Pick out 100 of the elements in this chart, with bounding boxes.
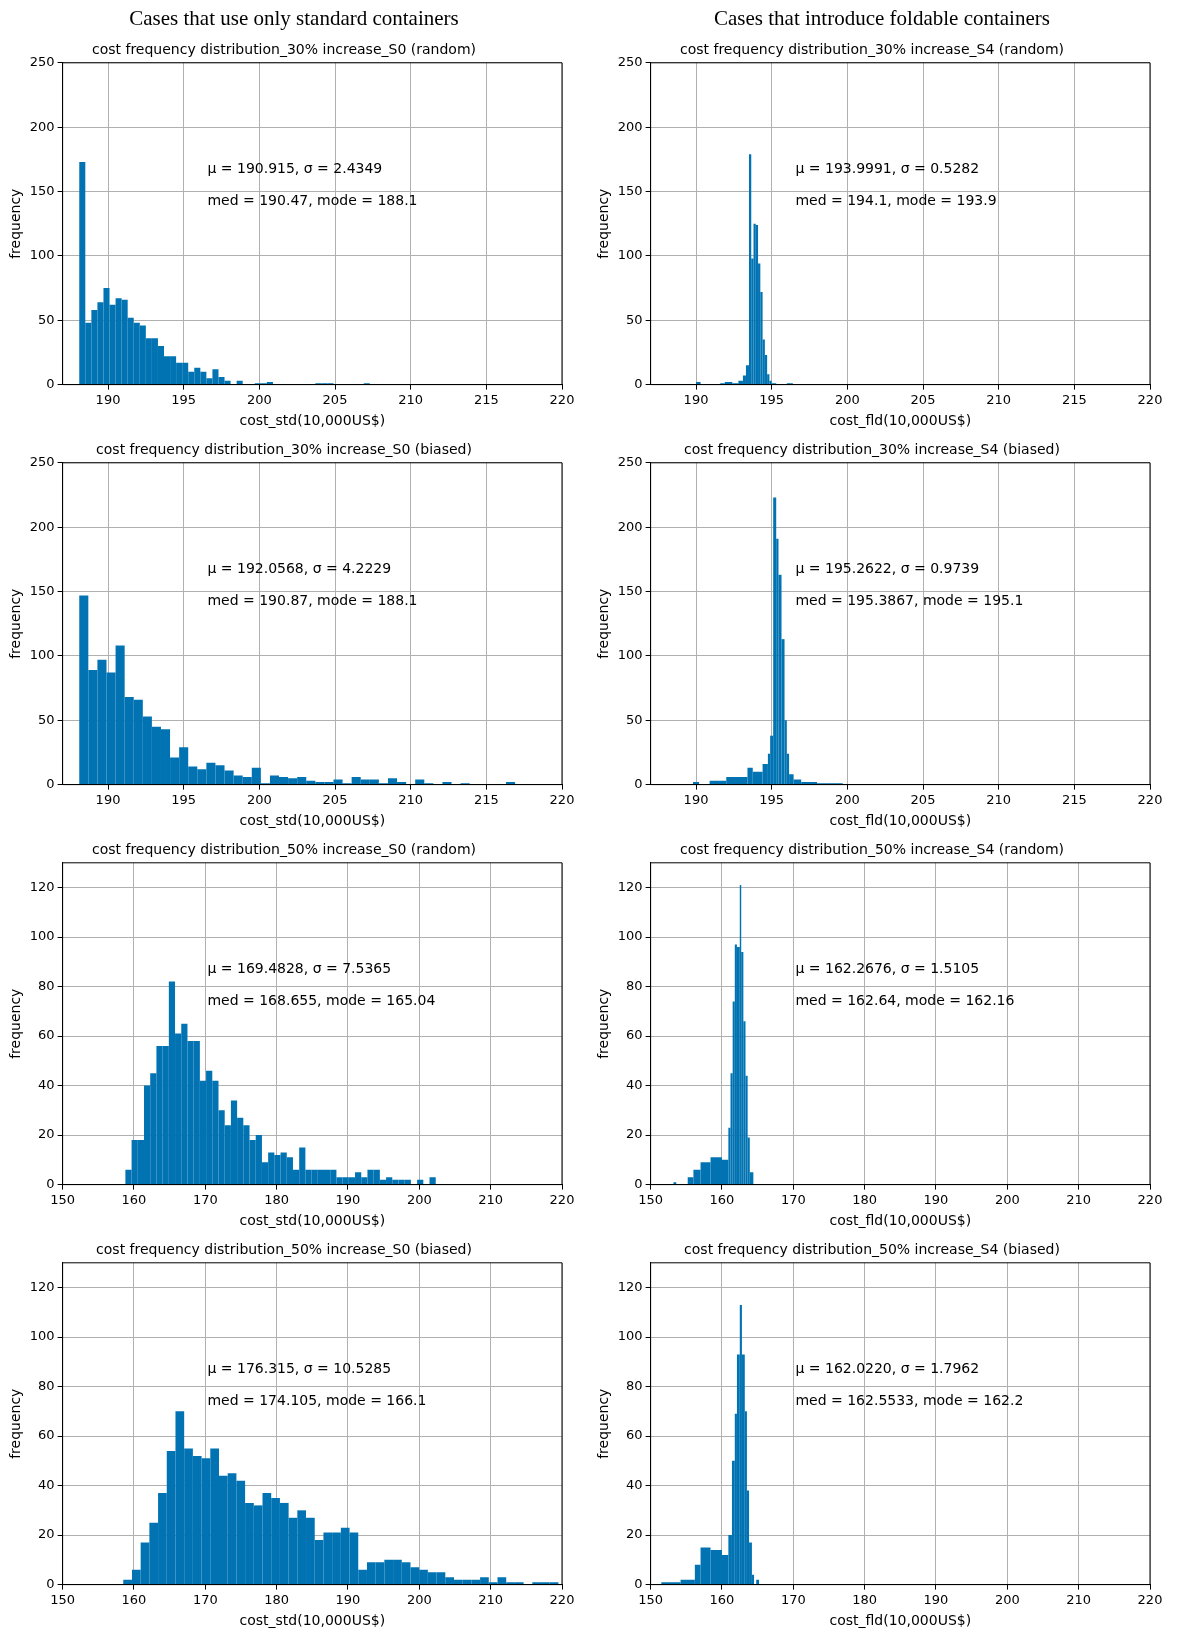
x-axis-title: cost_std(10,000US$): [239, 1212, 386, 1229]
y-axis-title: frequency: [595, 1388, 612, 1459]
y-axis-title: frequency: [595, 988, 612, 1059]
x-tick-label: 210: [986, 791, 1012, 807]
y-axis-title: frequency: [7, 588, 24, 659]
y-tick-label: 250: [29, 54, 55, 70]
y-tick-label: 0: [46, 375, 55, 391]
x-tick-label: 205: [910, 391, 936, 407]
chart-title: cost frequency distribution_30% increase_S4 (random): [680, 41, 1064, 58]
x-tick-label: 205: [322, 791, 348, 807]
x-axis-title: cost_fld(10,000US$): [829, 412, 972, 429]
y-tick-label: 200: [29, 518, 55, 534]
y-tick-label: 60: [626, 1427, 643, 1443]
annotation: med = 168.655, mode = 165.04: [207, 991, 436, 1008]
y-tick-label: 0: [46, 1575, 55, 1591]
y-tick-label: 150: [617, 582, 643, 598]
x-tick-label: 210: [1066, 1591, 1092, 1607]
x-tick-label: 220: [549, 391, 575, 407]
x-tick-label: 220: [549, 1591, 575, 1607]
x-tick-label: 180: [264, 1591, 290, 1607]
x-tick-label: 215: [1061, 391, 1087, 407]
x-tick-label: 210: [986, 391, 1012, 407]
x-axis-title: cost_std(10,000US$): [239, 412, 386, 429]
y-tick-label: 150: [29, 182, 55, 198]
x-tick-label: 210: [478, 1191, 504, 1207]
annotation: med = 162.5533, mode = 162.2: [795, 1391, 1024, 1408]
x-tick-label: 220: [549, 1191, 575, 1207]
x-tick-label: 200: [406, 1191, 432, 1207]
x-tick-label: 190: [335, 1591, 361, 1607]
y-tick-label: 150: [617, 182, 643, 198]
x-tick-label: 220: [1137, 791, 1163, 807]
x-tick-label: 195: [171, 391, 197, 407]
x-tick-label: 215: [473, 791, 499, 807]
annotation: μ = 193.9991, σ = 0.5282: [795, 159, 980, 176]
x-tick-label: 200: [994, 1591, 1020, 1607]
x-tick-label: 200: [834, 791, 860, 807]
x-tick-label: 220: [549, 791, 575, 807]
y-tick-label: 50: [38, 711, 55, 727]
x-tick-label: 200: [246, 791, 272, 807]
x-tick-label: 160: [709, 1591, 735, 1607]
x-tick-label: 220: [1137, 1591, 1163, 1607]
chart-title: cost frequency distribution_30% increase_S4 (biased): [684, 441, 1060, 458]
y-tick-label: 60: [626, 1027, 643, 1043]
y-tick-label: 100: [29, 1328, 55, 1344]
x-tick-label: 195: [759, 391, 785, 407]
y-axis-title: frequency: [7, 988, 24, 1059]
y-tick-label: 120: [617, 878, 643, 894]
y-tick-label: 60: [38, 1427, 55, 1443]
x-tick-label: 220: [1137, 391, 1163, 407]
y-tick-label: 100: [29, 247, 55, 263]
y-tick-label: 250: [29, 454, 55, 470]
x-tick-label: 190: [683, 791, 709, 807]
chart-title: cost frequency distribution_50% increase_S4 (biased): [684, 1241, 1060, 1258]
annotation: μ = 190.915, σ = 2.4349: [207, 159, 383, 176]
x-tick-label: 190: [923, 1591, 949, 1607]
x-tick-label: 170: [192, 1191, 218, 1207]
y-axis-title: frequency: [595, 188, 612, 259]
annotation: med = 174.105, mode = 166.1: [207, 1391, 427, 1408]
chart-title: cost frequency distribution_50% increase_S0 (random): [92, 841, 476, 858]
y-tick-label: 20: [626, 1526, 643, 1542]
x-tick-label: 160: [121, 1191, 147, 1207]
x-tick-label: 190: [335, 1191, 361, 1207]
chart-title: cost frequency distribution_50% increase_S4 (random): [680, 841, 1064, 858]
y-tick-label: 0: [46, 1175, 55, 1191]
x-tick-label: 195: [759, 791, 785, 807]
x-axis-title: cost_fld(10,000US$): [829, 812, 972, 829]
x-tick-label: 170: [780, 1591, 806, 1607]
x-tick-label: 190: [95, 791, 121, 807]
y-tick-label: 100: [29, 647, 55, 663]
y-tick-label: 0: [634, 1575, 643, 1591]
y-tick-label: 50: [38, 311, 55, 327]
y-tick-label: 250: [617, 454, 643, 470]
annotation: μ = 195.2622, σ = 0.9739: [795, 559, 980, 576]
y-tick-label: 40: [38, 1476, 55, 1492]
y-tick-label: 50: [626, 311, 643, 327]
y-tick-label: 150: [29, 582, 55, 598]
chart-title: cost frequency distribution_30% increase_S0 (biased): [96, 441, 472, 458]
y-tick-label: 50: [626, 711, 643, 727]
annotation: μ = 169.4828, σ = 7.5365: [207, 959, 392, 976]
y-tick-label: 80: [38, 1377, 55, 1393]
chart-title: cost frequency distribution_30% increase_S0 (random): [92, 41, 476, 58]
x-axis-title: cost_fld(10,000US$): [829, 1212, 972, 1229]
x-tick-label: 215: [1061, 791, 1087, 807]
x-tick-label: 190: [95, 391, 121, 407]
x-tick-label: 200: [406, 1591, 432, 1607]
x-tick-label: 180: [264, 1191, 290, 1207]
x-tick-label: 200: [246, 391, 272, 407]
y-tick-label: 0: [634, 775, 643, 791]
x-tick-label: 180: [852, 1591, 878, 1607]
y-tick-label: 100: [617, 247, 643, 263]
x-axis-title: cost_std(10,000US$): [239, 812, 386, 829]
annotation: μ = 192.0568, σ = 4.2229: [207, 559, 392, 576]
y-tick-label: 100: [617, 647, 643, 663]
y-tick-label: 80: [38, 977, 55, 993]
x-tick-label: 190: [683, 391, 709, 407]
x-tick-label: 210: [398, 391, 424, 407]
y-axis-title: frequency: [595, 588, 612, 659]
y-tick-label: 120: [617, 1278, 643, 1294]
x-tick-label: 200: [994, 1191, 1020, 1207]
annotation: μ = 162.0220, σ = 1.7962: [795, 1359, 980, 1376]
